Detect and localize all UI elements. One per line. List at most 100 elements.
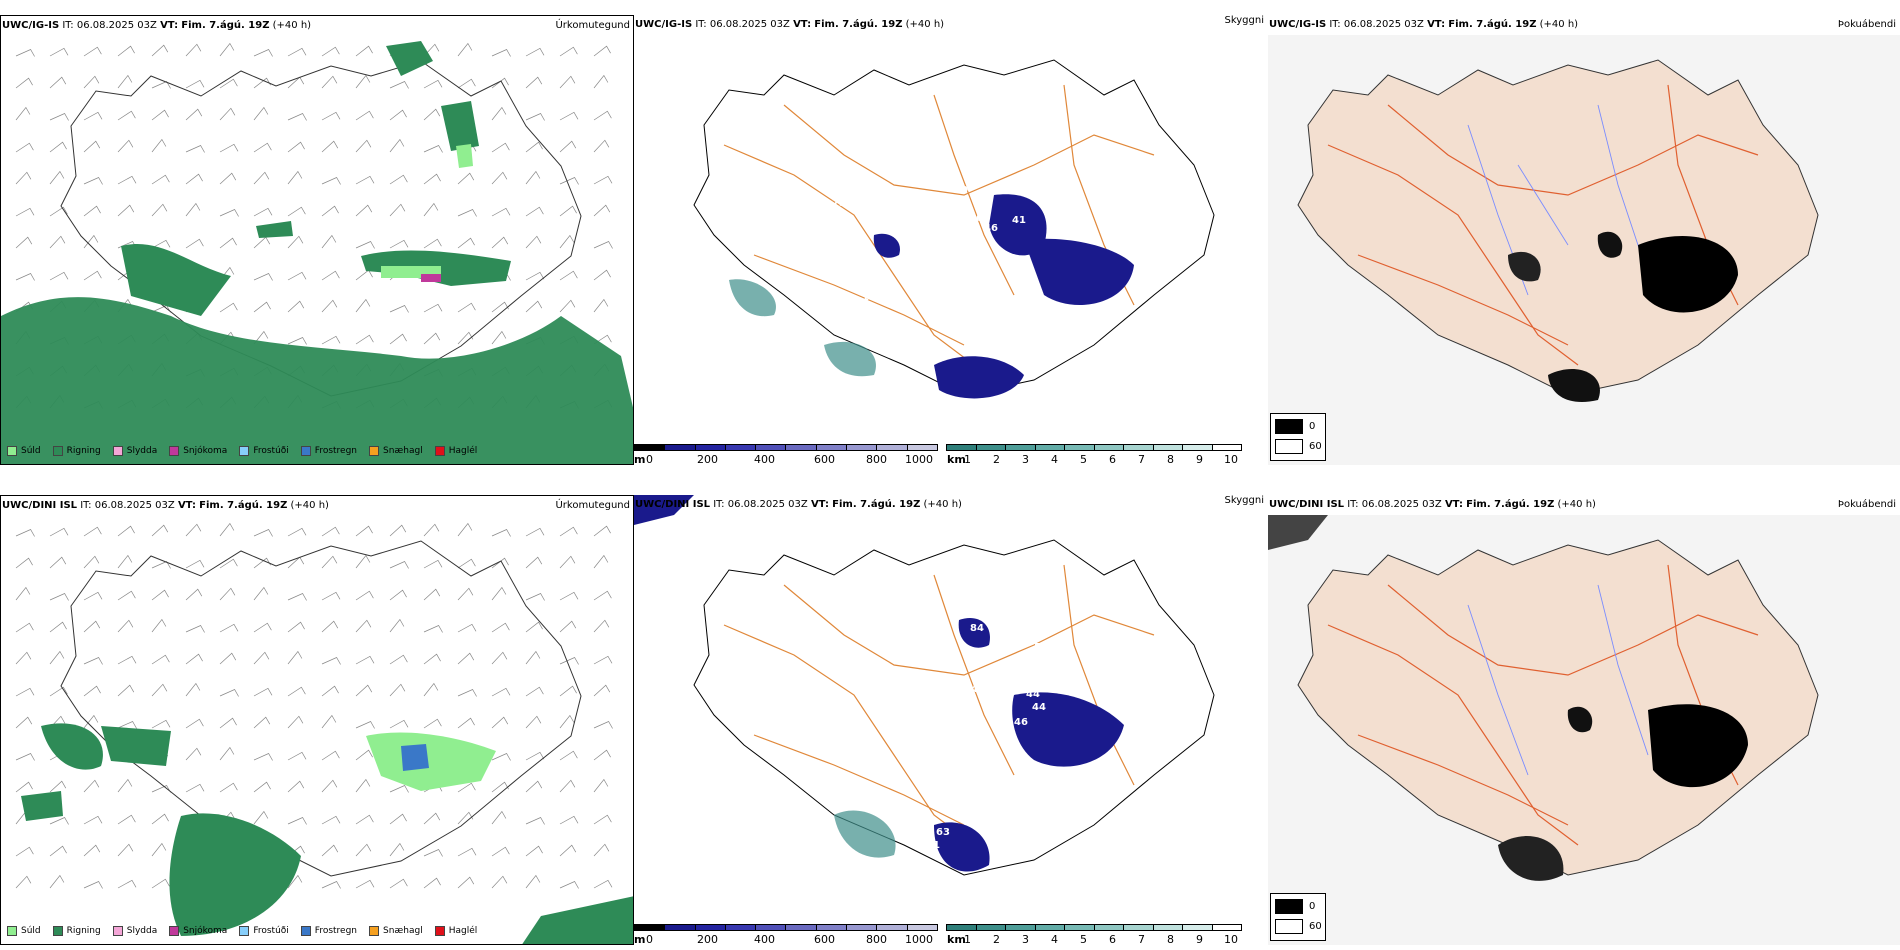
cloud-base-label: 75	[832, 198, 846, 209]
wind-barb	[321, 555, 338, 569]
wind-barb	[117, 814, 136, 825]
wind-barb	[321, 46, 340, 57]
precip-panel-row2: UWC/DINI ISL IT: 06.08.2025 03Z VT: Fim.…	[0, 495, 634, 945]
wind-barb	[389, 842, 405, 857]
wind-barb	[355, 241, 375, 249]
wind-barb	[355, 554, 371, 569]
wind-barb	[593, 139, 610, 153]
wind-barb	[389, 618, 405, 633]
wind-barb	[593, 298, 609, 313]
tick-label: 2	[993, 933, 1000, 945]
wind-barb	[185, 747, 202, 761]
wind-barb	[151, 203, 168, 217]
wind-barb	[491, 687, 511, 697]
legend-item: Frostregn	[300, 446, 357, 456]
legend-item: Rigning	[52, 446, 101, 456]
wind-barb	[593, 74, 609, 89]
tick-label: 800	[866, 933, 887, 945]
fog-legend: 0 60	[1270, 413, 1326, 461]
wind-barb	[525, 650, 541, 665]
precip-panel-row1: UWC/IG-IS IT: 06.08.2025 03Z VT: Fim. 7.…	[0, 15, 634, 465]
wind-barb	[321, 779, 338, 793]
wind-barb	[355, 619, 372, 633]
cloud-base-label: 75	[974, 169, 988, 180]
wind-barb	[593, 749, 611, 761]
tick-label: 600	[814, 933, 835, 945]
wind-barb	[287, 621, 305, 633]
wind-barb	[83, 140, 101, 153]
wind-barb	[287, 751, 307, 761]
wind-barb	[559, 177, 579, 185]
wind-barb	[287, 527, 307, 537]
cloud-base-label: 84	[970, 623, 984, 634]
wind-barb	[389, 239, 409, 249]
wind-barb	[287, 271, 307, 281]
wind-barb	[355, 749, 373, 761]
legend-swatch	[1275, 419, 1303, 434]
wind-barb	[321, 881, 341, 889]
wind-barb	[83, 177, 103, 185]
wind-barb	[389, 203, 406, 217]
cloud-base-label: 49	[936, 204, 950, 215]
wind-barb	[219, 302, 238, 313]
cloud-panel-row2: UWC/DINI ISL IT: 06.08.2025 03Z VT: Fim.…	[634, 495, 1268, 945]
cloud-base-label: 44	[1032, 702, 1046, 713]
legend-swatch	[7, 446, 17, 456]
tick-label: 7	[1138, 453, 1145, 465]
legend-item: Snæhagl	[369, 926, 423, 936]
wind-barb	[389, 589, 407, 601]
panel-title: Skyggni	[1224, 495, 1264, 506]
wind-barb	[593, 655, 613, 665]
wind-barb	[593, 175, 613, 185]
wind-barb	[253, 49, 273, 57]
wind-barb	[593, 590, 612, 601]
cloudbase-unit: m	[634, 933, 646, 945]
wind-barb	[525, 527, 545, 537]
wind-barb	[321, 685, 339, 697]
wind-barb	[593, 269, 611, 281]
wind-barb	[355, 879, 375, 889]
legend-item: Frostúði	[239, 926, 289, 936]
wind-barb	[253, 781, 271, 793]
wind-barb	[151, 654, 170, 665]
legend-item: Haglél	[434, 446, 477, 456]
wind-barb	[15, 529, 35, 537]
wind-barb	[219, 78, 238, 89]
wind-barb	[321, 234, 337, 249]
wind-barb	[253, 330, 269, 345]
wind-barb	[389, 174, 408, 185]
cloud-base-label: 63	[936, 827, 950, 838]
wind-barb	[321, 270, 340, 281]
wind-barb	[321, 526, 340, 537]
wind-barb	[491, 142, 510, 153]
cloud-base-label: 46	[984, 223, 998, 234]
wind-barb	[525, 113, 545, 121]
wind-barb	[117, 590, 136, 601]
tick-label: 4	[1051, 933, 1058, 945]
wind-barb	[49, 621, 67, 633]
wind-barb	[457, 78, 476, 89]
wind-barb	[49, 76, 67, 89]
wind-barb	[49, 593, 69, 601]
cloud-base-label: 106	[957, 231, 978, 242]
wind-barb	[491, 236, 509, 249]
wind-barb	[423, 849, 443, 857]
cloud-base-label: 44	[1026, 689, 1040, 700]
wind-barb	[15, 622, 34, 633]
wind-barb	[117, 778, 133, 793]
wind-barb	[491, 622, 510, 633]
wind-barb	[15, 273, 35, 281]
wind-barb	[253, 106, 269, 121]
wind-barb	[457, 209, 477, 217]
wind-barb	[559, 620, 577, 633]
wind-barb	[355, 655, 375, 665]
tick-label: 0	[646, 933, 653, 945]
wind-barb	[15, 875, 32, 889]
wind-barb	[423, 812, 441, 825]
wind-barb	[49, 817, 69, 825]
tick-label: 7	[1138, 933, 1145, 945]
legend-item: 60	[1275, 919, 1325, 934]
fog-panel-row1: UWC/IG-IS IT: 06.08.2025 03Z VT: Fim. 7.…	[1268, 15, 1900, 465]
wind-barb	[355, 814, 374, 825]
wind-barb	[151, 44, 169, 57]
